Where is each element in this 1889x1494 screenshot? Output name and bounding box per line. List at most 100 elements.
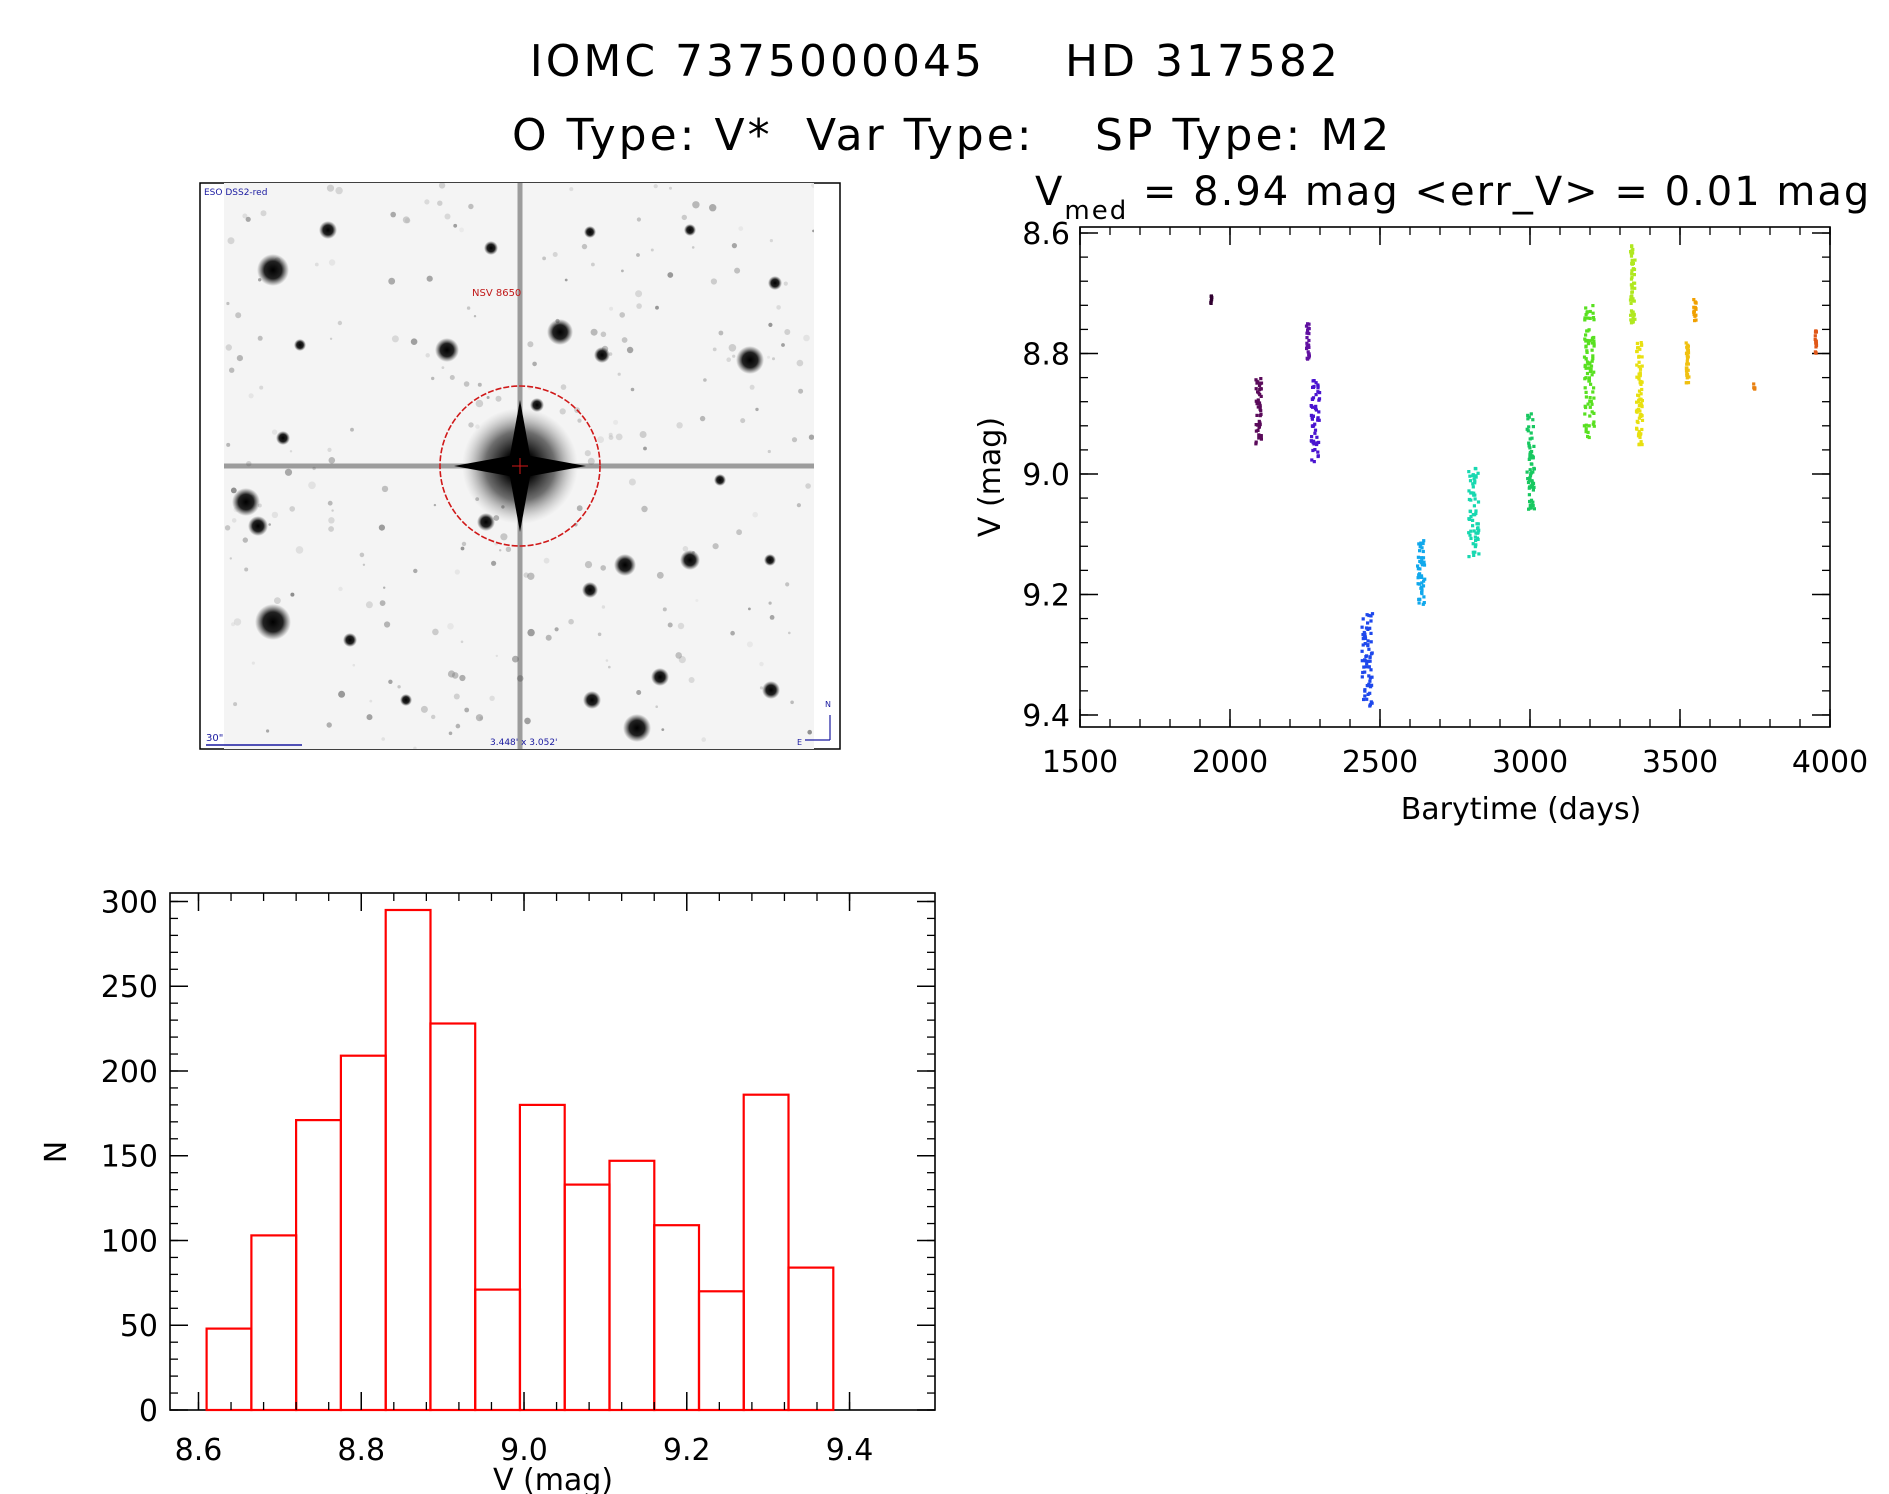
faint-star	[569, 187, 574, 192]
lightcurve-point	[1591, 311, 1595, 315]
faint-star	[542, 256, 546, 261]
lightcurve-point	[1583, 386, 1587, 390]
lightcurve-point	[1367, 665, 1371, 669]
faint-star	[259, 385, 264, 390]
faint-star	[678, 656, 686, 664]
lightcurve-point	[1307, 338, 1311, 343]
faint-star	[384, 621, 391, 628]
lightcurve-point	[1583, 337, 1587, 341]
faint-star	[545, 634, 552, 641]
faint-star	[432, 628, 439, 636]
faint-star	[726, 357, 731, 363]
lightcurve-point	[1259, 381, 1264, 385]
lightcurve-point	[1254, 440, 1258, 444]
lightcurve-point	[1588, 362, 1592, 366]
faint-star	[600, 565, 606, 571]
lightcurve-y-tick-label: 9.2	[1022, 578, 1070, 613]
faint-star	[590, 328, 598, 336]
faint-star	[732, 354, 736, 358]
faint-star	[728, 344, 737, 352]
faint-star	[768, 601, 772, 605]
histogram-bar	[474, 1288, 522, 1412]
bright-star	[583, 691, 601, 709]
lightcurve-point	[1467, 489, 1471, 493]
lightcurve-point	[1361, 633, 1365, 637]
lightcurve-point	[1474, 475, 1478, 479]
faint-star	[605, 659, 609, 662]
faint-star	[441, 366, 445, 369]
lightcurve-point	[1692, 305, 1696, 309]
faint-star	[597, 632, 602, 637]
lightcurve-point	[1583, 316, 1587, 320]
faint-star	[475, 399, 484, 408]
faint-star	[675, 652, 682, 659]
lightcurve-point	[1474, 531, 1478, 535]
lightcurve-point	[1532, 467, 1536, 471]
lightcurve-point	[1592, 339, 1596, 343]
faint-star	[365, 601, 373, 609]
lightcurve-point	[1367, 647, 1371, 651]
lightcurve-point	[1365, 613, 1369, 617]
lightcurve-point	[1587, 376, 1591, 380]
faint-star	[738, 226, 744, 232]
lightcurve-point	[1586, 402, 1590, 406]
faint-star	[506, 739, 512, 746]
lightcurve-point	[1692, 298, 1696, 302]
faint-star	[460, 640, 464, 644]
lightcurve-point	[1640, 387, 1644, 392]
faint-star	[491, 560, 497, 566]
lightcurve-point	[1526, 429, 1530, 433]
lightcurve-point	[1530, 503, 1534, 507]
lightcurve-point	[1473, 479, 1477, 483]
lightcurve-point	[1584, 423, 1588, 427]
bright-star	[764, 554, 776, 566]
lightcurve-point	[1530, 484, 1535, 488]
lightcurve-point	[1369, 619, 1373, 623]
lightcurve-point	[1631, 320, 1635, 324]
lightcurve-point	[1584, 366, 1588, 370]
lightcurve-point	[1592, 386, 1596, 390]
faint-star	[650, 248, 654, 252]
lightcurve-point	[1694, 318, 1698, 322]
lightcurve-point	[1368, 704, 1372, 708]
lightcurve-point	[1317, 397, 1322, 401]
lightcurve-point	[1472, 553, 1476, 557]
histogram-y-tick-label: 50	[120, 1309, 158, 1344]
lightcurve-point	[1633, 286, 1637, 290]
lightcurve-point	[1588, 405, 1592, 409]
lightcurve-point	[1588, 309, 1592, 314]
lightcurve-x-tick-label: 2500	[1342, 745, 1418, 780]
faint-star	[328, 526, 334, 532]
faint-star	[661, 728, 665, 731]
lightcurve-point	[1416, 576, 1420, 580]
lightcurve-point	[1419, 586, 1423, 590]
lightcurve-point	[1475, 536, 1479, 540]
lightcurve-point	[1471, 518, 1475, 522]
lightcurve-point	[1528, 446, 1532, 450]
target-name-label: NSV 8650	[472, 288, 521, 299]
lightcurve-point	[1586, 316, 1590, 320]
lightcurve-point	[1364, 665, 1368, 669]
field-of-view-label: 3.448' x 3.052'	[490, 738, 558, 748]
lightcurve-point	[1360, 659, 1364, 663]
faint-star	[613, 419, 619, 425]
faint-star	[759, 661, 764, 667]
lightcurve-point	[1422, 563, 1427, 567]
lightcurve-point	[1529, 431, 1533, 435]
faint-star	[615, 433, 623, 441]
lightcurve-point	[1314, 381, 1318, 385]
lightcurve-point	[1258, 407, 1262, 411]
lightcurve-point	[1694, 307, 1698, 311]
faint-star	[350, 427, 354, 432]
lightcurve-point	[1639, 342, 1644, 346]
lightcurve-point	[1361, 670, 1365, 675]
faint-star	[608, 665, 611, 669]
faint-star	[667, 272, 674, 278]
faint-star	[289, 506, 296, 512]
faint-star	[475, 714, 484, 722]
lightcurve-point	[1637, 360, 1641, 364]
histogram-bar	[742, 1093, 790, 1412]
lightcurve-point	[1814, 339, 1818, 343]
lightcurve-point	[1685, 359, 1689, 363]
bright-star	[319, 221, 337, 239]
